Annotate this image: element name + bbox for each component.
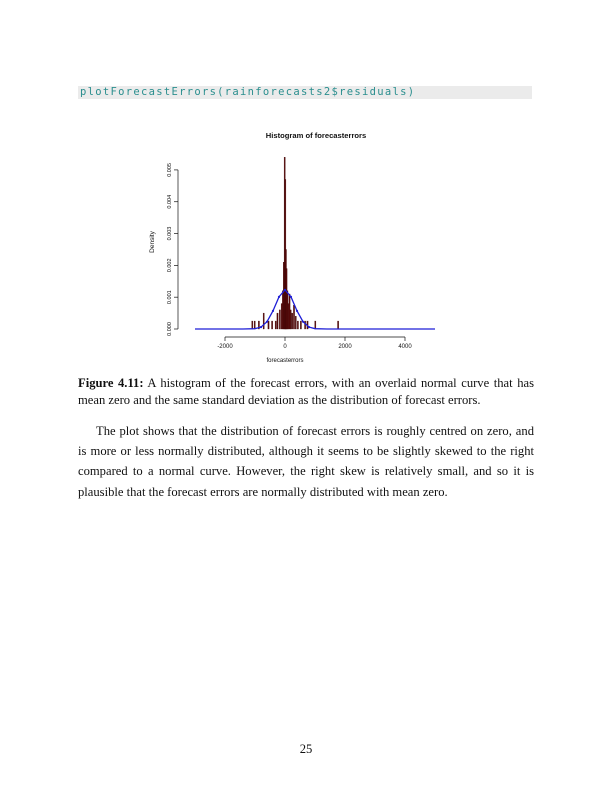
normal-curve-point [265, 320, 269, 323]
histogram-bar [288, 293, 291, 330]
normal-curve-point [271, 309, 275, 312]
y-tick-label: 0.004 [167, 195, 173, 209]
x-tick-label: -2000 [217, 344, 233, 350]
histogram-bar [271, 320, 273, 330]
figure-caption-text: A histogram of the forecast errors, with… [78, 376, 534, 407]
y-tick-label: 0.001 [167, 290, 173, 304]
normal-curve-point [277, 295, 281, 298]
histogram-bar [262, 312, 265, 330]
histogram-bar [287, 303, 290, 330]
x-tick-label: 4000 [398, 344, 412, 350]
figure-caption: Figure 4.11: A histogram of the forecast… [78, 375, 534, 409]
y-tick-label: 0.005 [167, 163, 173, 177]
chart-title: Histogram of forecasterrors [266, 131, 366, 140]
normal-curve-point [283, 288, 287, 291]
histogram-bar [291, 312, 293, 330]
histogram-bar [289, 309, 292, 330]
histogram-bar [337, 320, 339, 330]
histogram-bar [251, 320, 254, 330]
page-number: 25 [299, 742, 313, 756]
histogram-bar [267, 320, 270, 330]
normal-curve-point [289, 295, 293, 298]
histogram-chart: Histogram of forecasterrors Density foreca… [149, 131, 435, 364]
normal-curve-point [301, 320, 305, 323]
x-tick-label: 0 [283, 344, 287, 350]
histogram-bar [258, 320, 260, 330]
histogram-bar [276, 312, 279, 330]
histogram-bar [280, 303, 283, 330]
figure-label: Figure 4.11: [78, 376, 144, 390]
y-tick-label: 0.003 [167, 227, 173, 241]
histogram-bar [279, 309, 281, 330]
normal-curve-point [307, 325, 311, 329]
y-tick-label: 0.000 [167, 322, 173, 336]
histogram-bar [314, 320, 317, 330]
histogram-bar [295, 316, 297, 330]
code-line: plotForecastErrors(rainforecasts2$residu… [78, 86, 532, 99]
histogram-bar [300, 320, 302, 330]
y-axis-label: Density [149, 230, 156, 252]
x-tick-label: 2000 [338, 344, 352, 350]
histogram-bar [293, 304, 295, 330]
x-axis-label: forecasterrors [266, 358, 303, 364]
y-tick-label: 0.002 [167, 258, 173, 272]
histogram-bar [297, 320, 299, 330]
normal-curve-point [259, 325, 263, 329]
normal-curve-point [295, 309, 299, 312]
histogram-bar [253, 320, 256, 330]
histogram-bar [274, 320, 277, 330]
body-paragraph: The plot shows that the distribution of … [78, 424, 534, 499]
histogram-bar [304, 320, 306, 330]
